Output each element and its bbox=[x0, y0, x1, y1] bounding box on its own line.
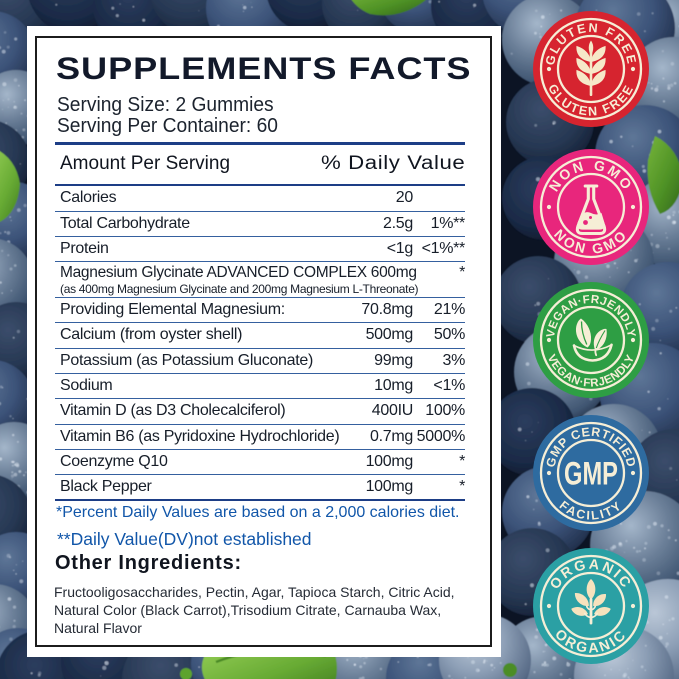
svg-text:GMP: GMP bbox=[564, 456, 618, 491]
